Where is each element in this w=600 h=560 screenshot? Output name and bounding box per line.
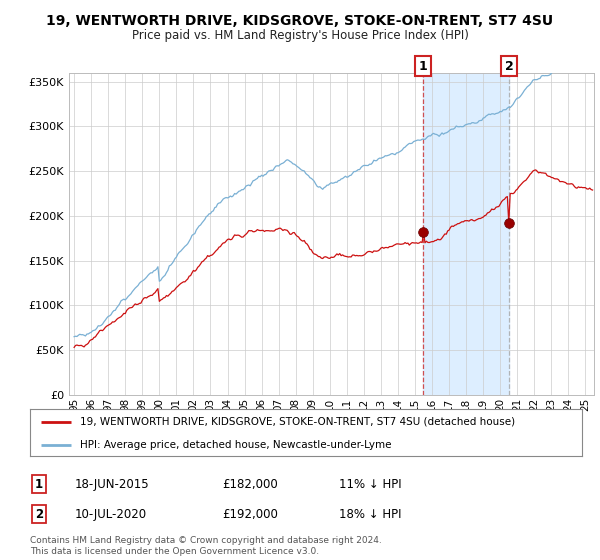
Text: Contains HM Land Registry data © Crown copyright and database right 2024.
This d: Contains HM Land Registry data © Crown c… [30,536,382,556]
Text: Price paid vs. HM Land Registry's House Price Index (HPI): Price paid vs. HM Land Registry's House … [131,29,469,42]
Bar [423,73,509,395]
Text: £182,000: £182,000 [222,478,278,491]
Text: £192,000: £192,000 [222,507,278,521]
Text: 18-JUN-2015: 18-JUN-2015 [75,478,149,491]
Text: 2: 2 [35,507,43,521]
Text: 1: 1 [418,60,427,73]
Text: 18% ↓ HPI: 18% ↓ HPI [339,507,401,521]
Text: 10-JUL-2020: 10-JUL-2020 [75,507,147,521]
Text: 11% ↓ HPI: 11% ↓ HPI [339,478,401,491]
Text: 1: 1 [35,478,43,491]
Text: HPI: Average price, detached house, Newcastle-under-Lyme: HPI: Average price, detached house, Newc… [80,440,391,450]
Text: 19, WENTWORTH DRIVE, KIDSGROVE, STOKE-ON-TRENT, ST7 4SU (detached house): 19, WENTWORTH DRIVE, KIDSGROVE, STOKE-ON… [80,417,515,427]
Text: 2: 2 [505,60,514,73]
Text: 19, WENTWORTH DRIVE, KIDSGROVE, STOKE-ON-TRENT, ST7 4SU: 19, WENTWORTH DRIVE, KIDSGROVE, STOKE-ON… [46,14,554,28]
